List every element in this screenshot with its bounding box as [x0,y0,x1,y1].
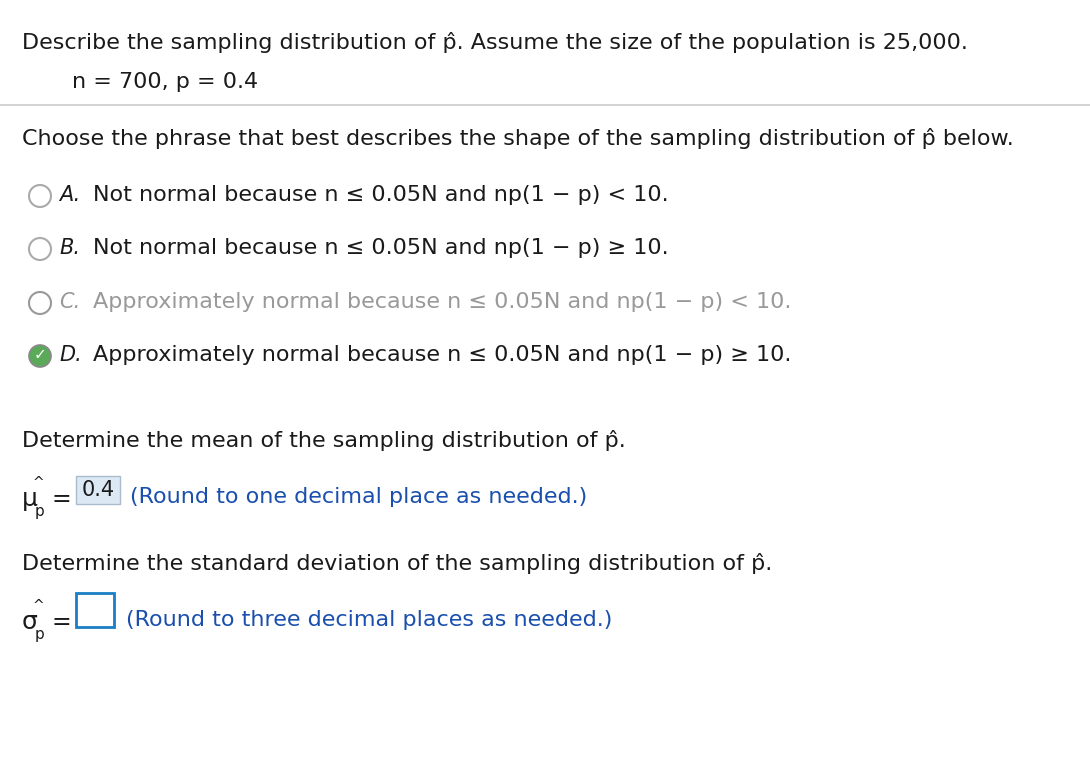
Text: p: p [35,627,45,642]
Text: Determine the mean of the sampling distribution of p̂.: Determine the mean of the sampling distr… [22,430,626,451]
Text: ^: ^ [33,599,45,613]
Text: C.: C. [59,292,81,312]
Text: Approximately normal because n ≤ 0.05N and np(1 − p) ≥ 10.: Approximately normal because n ≤ 0.05N a… [93,345,791,365]
Circle shape [29,345,51,367]
Circle shape [29,292,51,314]
Text: Choose the phrase that best describes the shape of the sampling distribution of : Choose the phrase that best describes th… [22,128,1014,149]
Text: A.: A. [59,185,81,205]
Text: Not normal because n ≤ 0.05N and np(1 − p) < 10.: Not normal because n ≤ 0.05N and np(1 − … [93,185,668,205]
Text: 0.4: 0.4 [82,480,114,500]
Text: ^: ^ [33,476,45,490]
Text: =: = [52,610,72,634]
Circle shape [29,238,51,260]
Text: Describe the sampling distribution of p̂. Assume the size of the population is 2: Describe the sampling distribution of p̂… [22,32,968,53]
Text: D.: D. [59,345,82,365]
Text: =: = [52,487,72,511]
Text: μ: μ [22,487,38,511]
Text: (Round to one decimal place as needed.): (Round to one decimal place as needed.) [130,487,588,507]
Circle shape [29,185,51,207]
Text: ✓: ✓ [34,347,47,362]
Text: Approximately normal because n ≤ 0.05N and np(1 − p) < 10.: Approximately normal because n ≤ 0.05N a… [93,292,791,312]
Text: p: p [35,504,45,519]
FancyBboxPatch shape [76,593,114,627]
Text: Determine the standard deviation of the sampling distribution of p̂.: Determine the standard deviation of the … [22,553,772,574]
Text: Not normal because n ≤ 0.05N and np(1 − p) ≥ 10.: Not normal because n ≤ 0.05N and np(1 − … [93,238,668,258]
FancyBboxPatch shape [76,476,120,504]
Text: B.: B. [59,238,80,258]
Text: n = 700, p = 0.4: n = 700, p = 0.4 [72,72,258,92]
Text: (Round to three decimal places as needed.): (Round to three decimal places as needed… [126,610,613,630]
Text: σ: σ [22,610,38,634]
